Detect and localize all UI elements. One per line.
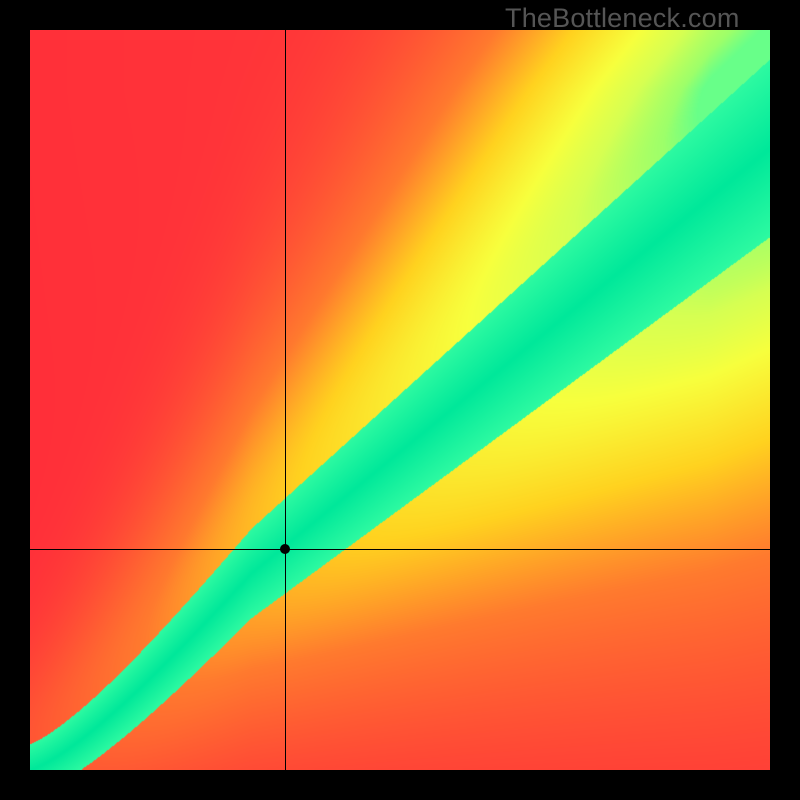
crosshair-vertical: [285, 30, 286, 770]
heatmap-plot-area: [30, 30, 770, 770]
watermark-text: TheBottleneck.com: [505, 3, 740, 34]
heatmap-canvas: [30, 30, 770, 770]
crosshair-horizontal: [30, 549, 770, 550]
